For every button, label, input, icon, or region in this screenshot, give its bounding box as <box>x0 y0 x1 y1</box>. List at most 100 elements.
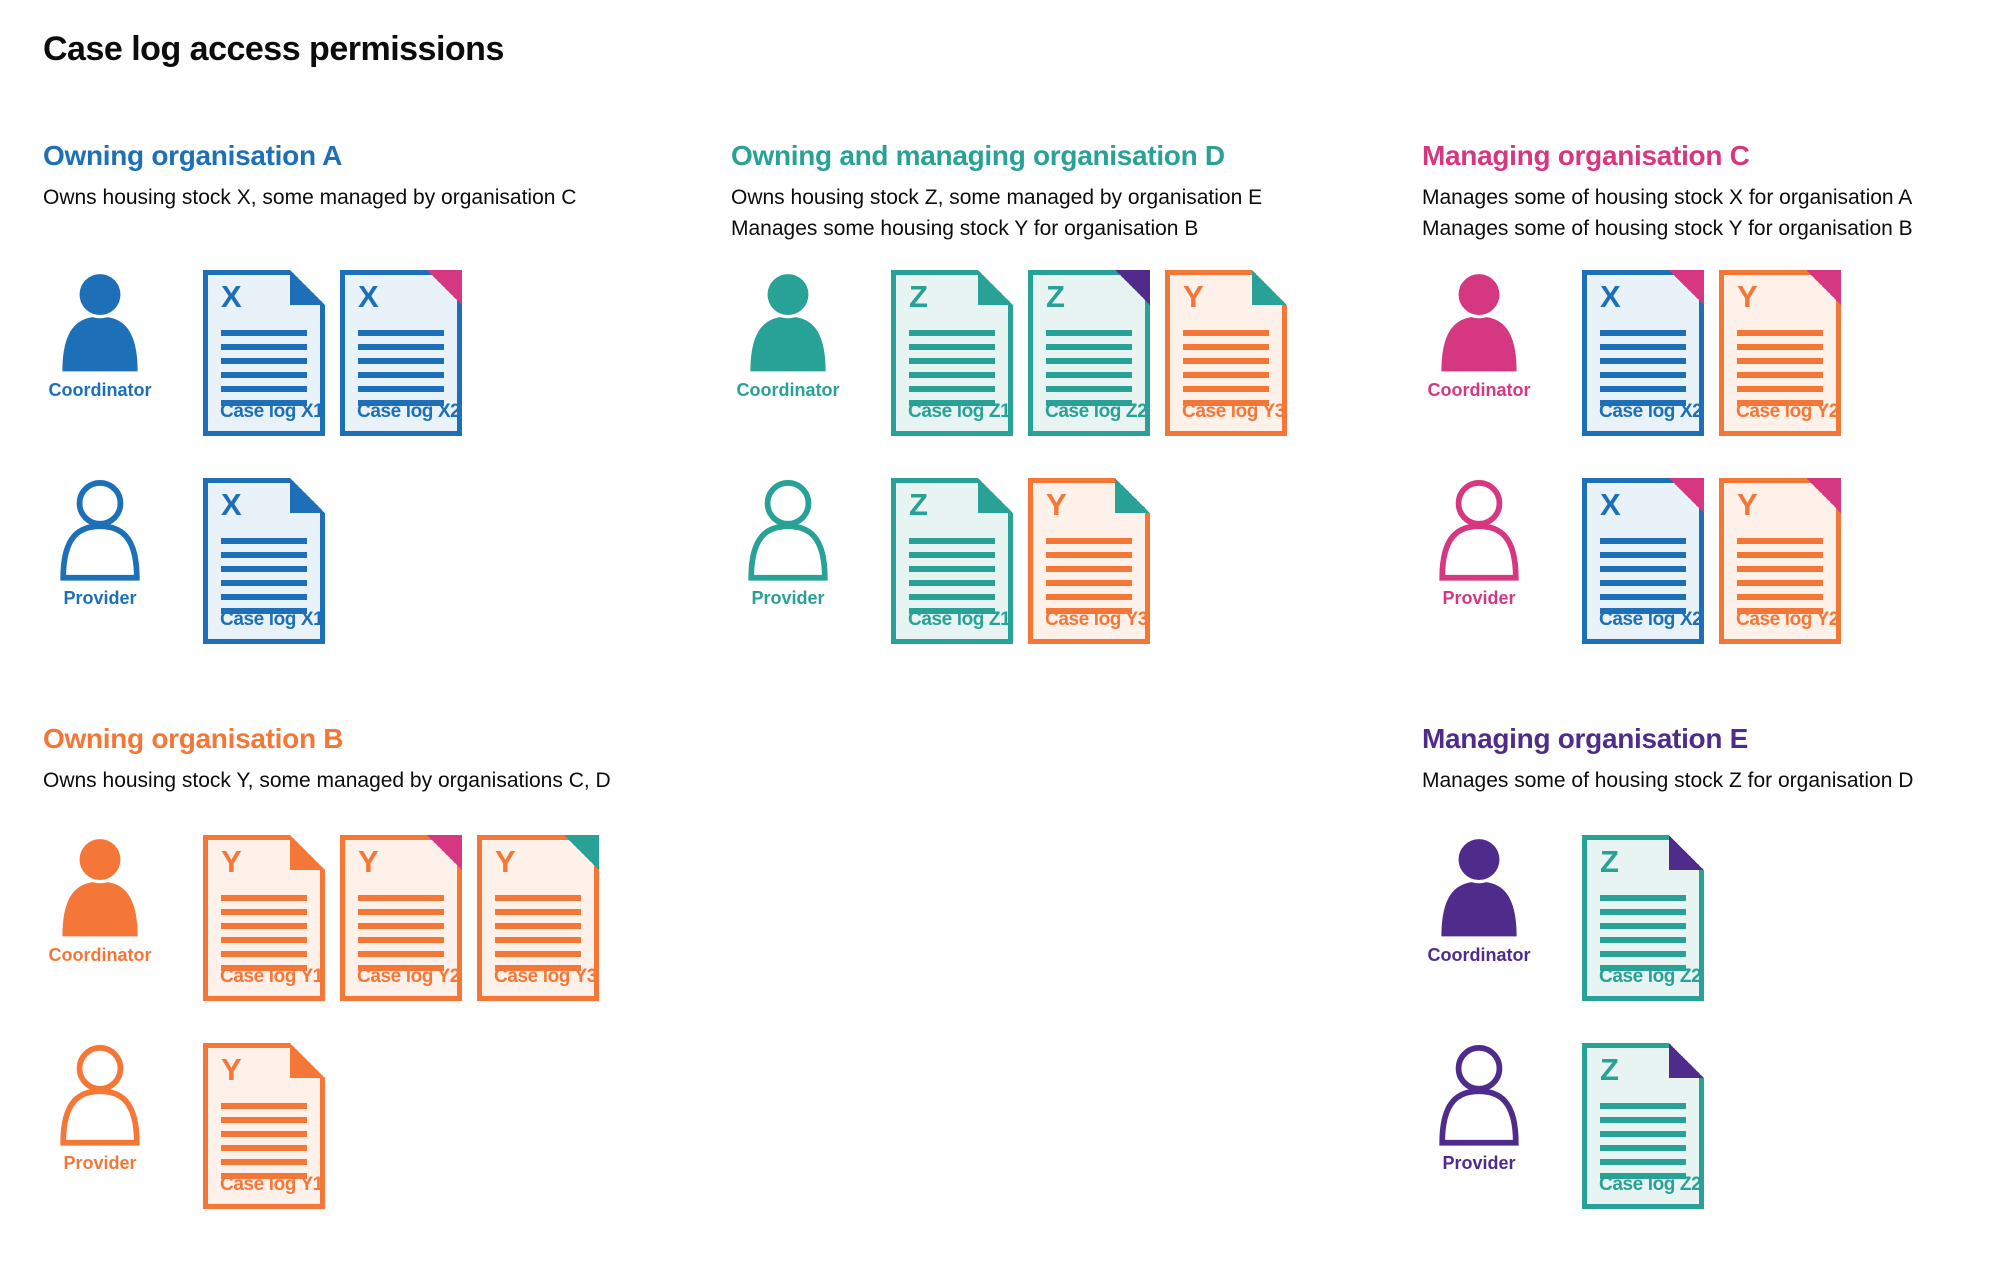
document-text-lines-icon <box>221 330 307 406</box>
folded-corner-icon <box>290 478 325 513</box>
folded-corner-icon <box>1669 478 1704 513</box>
stock-letter: X <box>221 279 242 314</box>
stock-letter: Z <box>909 487 928 522</box>
stock-letter: X <box>358 279 379 314</box>
person-filled-icon <box>62 835 138 937</box>
folded-corner-icon <box>1115 270 1150 305</box>
stock-letter: Y <box>1046 487 1067 522</box>
role-row-provider: Provider X Case log X1 <box>43 478 325 644</box>
org-section-description-line: Manages some of housing stock X for orga… <box>1422 186 1913 209</box>
stock-letter: X <box>1600 279 1621 314</box>
org-section-description-line: Manages some of housing stock Z for orga… <box>1422 769 1914 792</box>
person-filled-icon <box>1441 835 1517 937</box>
case-log-document: X Case log X2 <box>1582 478 1704 644</box>
case-log-documents: X Case log X1 X Case log X2 <box>203 270 462 436</box>
role-label: Provider <box>63 1153 137 1173</box>
case-log-document: Y Case log Y1 <box>203 835 325 1001</box>
case-log-document: Z Case log Z2 <box>1582 835 1704 1001</box>
case-log-documents: Z Case log Z2 <box>1582 1043 1704 1209</box>
stock-letter: Y <box>495 844 516 879</box>
document-text-lines-icon <box>221 538 307 614</box>
stock-letter: Y <box>221 844 242 879</box>
org-section-description-line: Owns housing stock Y, some managed by or… <box>43 769 611 792</box>
document-text-lines-icon <box>1737 330 1823 406</box>
case-log-document: Z Case log Z2 <box>1582 1043 1704 1209</box>
role-label: Coordinator <box>48 945 152 965</box>
org-section-owning-and-managing-organisation-d: Owning and managing organisation D Owns … <box>731 140 1391 705</box>
org-section-title: Owning organisation A <box>43 140 343 171</box>
page-title: Case log access permissions <box>43 30 504 68</box>
role-label: Provider <box>1442 588 1516 608</box>
document-text-lines-icon <box>358 895 444 971</box>
org-section-description: Manages some of housing stock Z for orga… <box>1422 765 2000 796</box>
person-filled-icon <box>62 270 138 372</box>
person: Coordinator <box>1422 835 1582 966</box>
org-section-description: Owns housing stock Z, some managed by or… <box>731 182 1391 244</box>
role-row-provider: Provider Z Case log Z1 Y Case log Y3 <box>731 478 1150 644</box>
stock-letter: Y <box>221 1052 242 1087</box>
org-section-managing-organisation-c: Managing organisation C Manages some of … <box>1422 140 2000 705</box>
document-text-lines-icon <box>1600 538 1686 614</box>
document-text-lines-icon <box>1600 330 1686 406</box>
case-log-documents: X Case log X2 Y Case log Y2 <box>1582 270 1841 436</box>
folded-corner-icon <box>1669 835 1704 870</box>
role-row-coordinator: Coordinator Y Case log Y1 Y Case log Y2 … <box>43 835 599 1001</box>
case-log-document: Y Case log Y2 <box>340 835 462 1001</box>
stock-letter: Z <box>1046 279 1065 314</box>
stock-letter: Z <box>1600 844 1619 879</box>
person-outline-icon <box>1439 1045 1519 1146</box>
case-log-label: Case log Y2 <box>357 966 460 987</box>
document-text-lines-icon <box>909 538 995 614</box>
case-log-label: Case log Y1 <box>220 1174 323 1195</box>
case-log-documents: Y Case log Y1 <box>203 1043 325 1209</box>
document-text-lines-icon <box>1737 538 1823 614</box>
case-log-label: Case log X1 <box>220 609 324 630</box>
case-log-label: Case log Y3 <box>1182 401 1285 422</box>
person-outline-icon <box>1439 480 1519 581</box>
case-log-label: Case log Z2 <box>1599 1174 1702 1195</box>
person: Provider <box>1422 478 1582 609</box>
stock-letter: Y <box>1183 279 1204 314</box>
case-log-label: Case log Z1 <box>908 609 1011 630</box>
folded-corner-icon <box>1806 478 1841 513</box>
org-section-title: Owning organisation B <box>43 723 344 754</box>
case-log-label: Case log Z2 <box>1599 966 1702 987</box>
stock-letter: Y <box>1737 487 1758 522</box>
folded-corner-icon <box>290 1043 325 1078</box>
person-filled-icon <box>1441 270 1517 372</box>
role-row-coordinator: Coordinator Z Case log Z2 <box>1422 835 1704 1001</box>
folded-corner-icon <box>1806 270 1841 305</box>
person: Coordinator <box>43 270 203 401</box>
case-log-label: Case log Z1 <box>908 401 1011 422</box>
role-label: Provider <box>63 588 137 608</box>
folded-corner-icon <box>290 270 325 305</box>
org-section-managing-organisation-e: Managing organisation E Manages some of … <box>1422 723 2000 1280</box>
document-text-lines-icon <box>358 330 444 406</box>
person: Coordinator <box>43 835 203 966</box>
case-log-document: Y Case log Y2 <box>1719 478 1841 644</box>
org-section-title: Managing organisation E <box>1422 723 1749 754</box>
org-section-description-line: Owns housing stock Z, some managed by or… <box>731 186 1263 209</box>
case-log-document: Y Case log Y3 <box>1028 478 1150 644</box>
role-label: Coordinator <box>1427 945 1531 965</box>
document-text-lines-icon <box>1600 895 1686 971</box>
org-section-description-line: Manages some of housing stock Y for orga… <box>1422 217 1913 240</box>
document-text-lines-icon <box>221 1103 307 1179</box>
person-outline-icon <box>748 480 828 581</box>
folded-corner-icon <box>978 478 1013 513</box>
case-log-label: Case log Y3 <box>494 966 597 987</box>
case-log-documents: Z Case log Z1 Z Case log Z2 Y Case log Y… <box>891 270 1287 436</box>
person: Provider <box>43 1043 203 1174</box>
case-log-document: X Case log X2 <box>1582 270 1704 436</box>
case-log-document: Y Case log Y1 <box>203 1043 325 1209</box>
case-log-document: Y Case log Y3 <box>477 835 599 1001</box>
case-log-document: Y Case log Y3 <box>1165 270 1287 436</box>
role-row-coordinator: Coordinator X Case log X1 X Case log X2 <box>43 270 462 436</box>
folded-corner-icon <box>427 270 462 305</box>
document-text-lines-icon <box>495 895 581 971</box>
case-log-label: Case log Y2 <box>1736 401 1839 422</box>
folded-corner-icon <box>1252 270 1287 305</box>
case-log-documents: X Case log X2 Y Case log Y2 <box>1582 478 1841 644</box>
role-row-provider: Provider Z Case log Z2 <box>1422 1043 1704 1209</box>
